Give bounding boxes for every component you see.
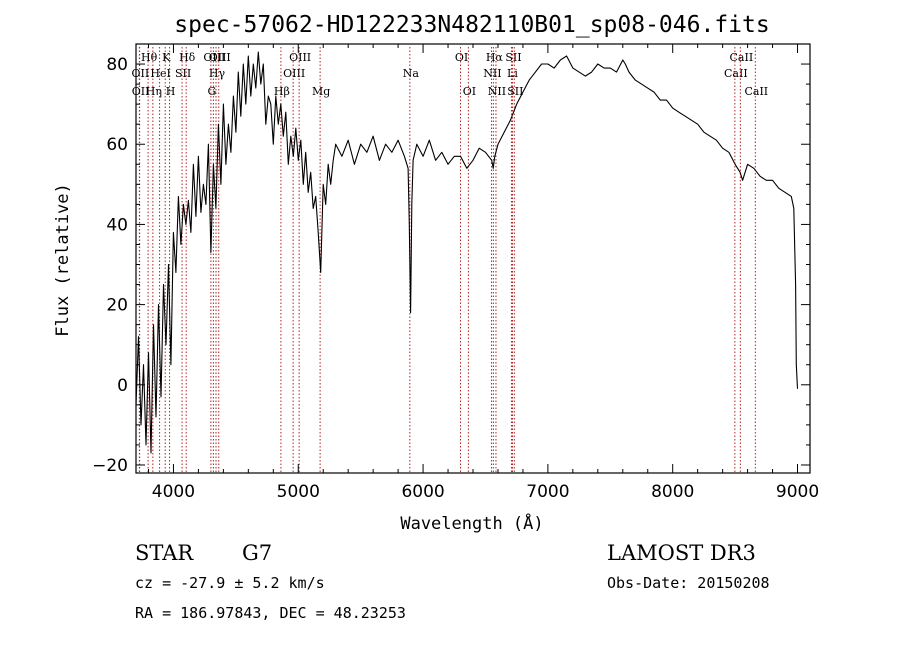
coordinates-readout: RA = 186.97843, DEC = 48.23253 [135,604,406,622]
line-label-oi: OI [455,51,468,64]
line-label-oii: OII [132,85,150,98]
x-tick-label: 5000 [277,482,320,502]
line-label-sii: SII [175,67,191,80]
line-label-nii: NII [488,85,506,98]
x-axis-label: Wavelength (Å) [400,512,543,534]
redshift-readout: cz = -27.9 ± 5.2 km/s [135,574,325,592]
line-label-hγ: Hγ [209,67,226,80]
line-label-oiii: OIII [209,51,231,64]
spectral-line-markers: HθOIIOIIHηHeIKHSIIHδGOIIIHγOIIIHβOIIIOII… [132,47,768,473]
survey-name: LAMOST DR3 [607,541,756,565]
line-label-nii: NII [483,67,501,80]
line-label-hδ: Hδ [179,51,196,64]
line-label-hβ: Hβ [274,85,290,98]
line-label-caii: CaII [744,85,768,98]
line-label-sii: SII [507,85,523,98]
line-label-oiii: OIII [283,67,305,80]
observation-date: Obs-Date: 20150208 [607,574,770,592]
y-tick-label: 0 [117,376,128,396]
line-label-h: H [166,85,176,98]
spectrum-series [135,51,799,454]
line-label-g: G [207,85,216,98]
line-label-caii: CaII [724,67,748,80]
line-label-oi: OI [463,85,476,98]
line-label-k: K [162,51,171,64]
y-axis-label: Flux (relative) [53,183,73,337]
line-label-hei: HeI [150,67,170,80]
x-tick-label: 4000 [152,482,195,502]
x-tick-label: 9000 [776,482,819,502]
x-tick-label: 6000 [401,482,444,502]
line-label-mg: Mg [312,85,330,98]
y-tick-label: 20 [106,296,128,316]
line-label-sii: SII [505,51,521,64]
line-label-hα: Hα [486,51,504,64]
line-label-oiii: OIII [203,51,225,64]
y-tick-label: 40 [106,215,128,235]
line-label-hη: Hη [146,85,162,98]
y-tick-label: 80 [106,55,128,75]
line-label-caii: CaII [730,51,754,64]
line-label-na: Na [403,67,420,80]
line-label-oiii: OIII [289,51,311,64]
spectrum-line-0 [135,51,799,454]
y-tick-label: −20 [92,456,128,476]
axis-ticks: 4000 5000 6000 7000 8000 9000 −20 0 20 40 60 80 [92,43,819,502]
x-tick-label: 8000 [651,482,694,502]
chart-title: spec-57062-HD122233N482110B01_sp08-046.f… [174,12,769,38]
x-tick-label: 7000 [526,482,569,502]
line-label-hθ: Hθ [141,51,158,64]
y-tick-label: 60 [106,135,128,155]
line-label-li: Li [507,67,518,80]
object-class: STAR [135,541,194,565]
line-label-oii: OII [132,67,150,80]
spectral-subclass: G7 [242,541,272,565]
